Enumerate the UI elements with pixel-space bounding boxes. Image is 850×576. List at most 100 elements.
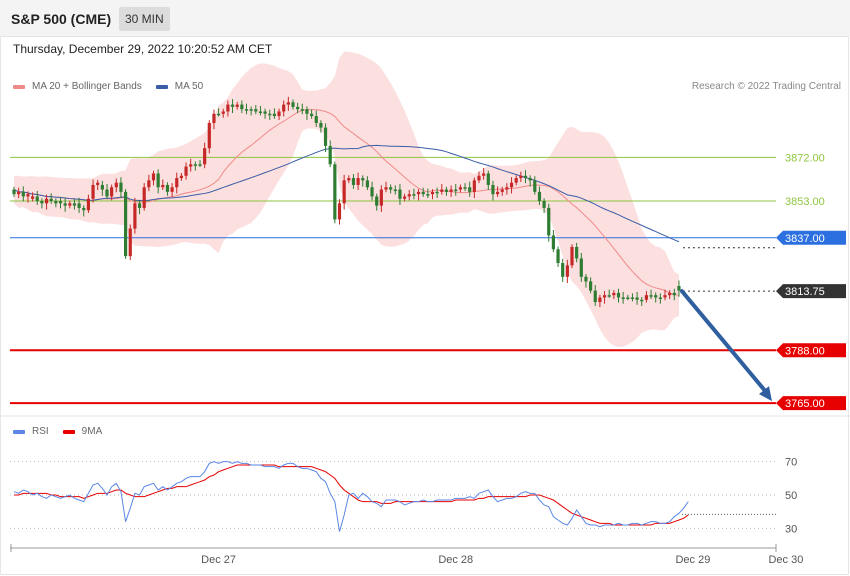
candle-body <box>426 194 430 196</box>
instrument-title: S&P 500 (CME) <box>11 11 112 27</box>
candle-body <box>463 187 467 189</box>
rsi-legend: RSI 9MA <box>13 426 116 437</box>
candle-body <box>21 191 25 197</box>
level-label-current: 3813.75 <box>785 286 825 298</box>
candle-body <box>356 178 360 185</box>
candle-body <box>654 295 658 298</box>
candle-body <box>193 164 197 166</box>
candle-body <box>68 203 72 206</box>
credit-text: Research © 2022 Trading Central <box>691 81 841 92</box>
candle-body <box>114 182 118 188</box>
x-axis: Dec 27 Dec 28 Dec 29 Dec 30 <box>10 544 803 566</box>
candle-body <box>668 292 672 296</box>
candle-body <box>468 187 472 192</box>
candle-body <box>319 122 323 128</box>
candle-body <box>72 203 77 206</box>
candle-body <box>528 178 532 181</box>
arrow-head <box>759 386 772 402</box>
candle-body <box>17 191 21 195</box>
candle-body <box>54 201 58 204</box>
level-label-pivot: 3853.00 <box>785 196 825 208</box>
legend-item-ma20: MA 20 + Bollinger Bands <box>13 81 142 92</box>
candle-body <box>147 180 151 188</box>
candle-body <box>337 203 342 220</box>
legend-swatch-ma50 <box>155 84 168 89</box>
candle-body <box>551 235 555 250</box>
candle-body <box>584 276 588 282</box>
candle-body <box>472 180 476 192</box>
candle-body <box>570 246 574 266</box>
candle-body <box>644 295 648 300</box>
level-tag-resistance <box>776 230 846 245</box>
candle-body <box>523 175 528 179</box>
candle-body <box>403 196 407 199</box>
candle-body <box>365 180 369 188</box>
candle-body <box>421 191 425 195</box>
candle-body <box>342 180 346 204</box>
candle-body <box>100 184 104 190</box>
candle-body <box>612 292 616 296</box>
candle-body <box>500 189 504 192</box>
candle-body <box>49 198 53 202</box>
header-bar: S&P 500 (CME) 30 MIN <box>0 0 850 36</box>
candle-body <box>26 194 30 197</box>
candle-body <box>630 297 635 299</box>
candle-body <box>407 194 411 197</box>
candle-body <box>44 198 49 204</box>
candle-body <box>561 263 565 277</box>
arrow-shaft <box>679 289 769 396</box>
candle-body <box>184 166 188 176</box>
candle-body <box>449 189 453 192</box>
candle-body <box>375 196 379 206</box>
level-tag-current <box>776 284 846 299</box>
level-label-pivot: 3872.00 <box>785 152 825 164</box>
candle-body <box>35 196 39 202</box>
candle-body <box>658 297 662 299</box>
candle-body <box>361 178 365 181</box>
candle-body <box>444 189 449 192</box>
candle-body <box>258 111 263 113</box>
candle-body <box>156 173 160 188</box>
candle-body <box>602 295 607 298</box>
candle-body <box>440 189 444 192</box>
rsi-line <box>13 461 689 532</box>
candle-body <box>212 113 216 123</box>
candle-body <box>519 175 523 179</box>
candle-body <box>291 102 295 107</box>
legend-item-ma50: MA 50 <box>155 81 203 92</box>
level-labels: 3872.00 3853.00 3837.00 3813.75 3788.00 3765.… <box>776 152 846 411</box>
candle-body <box>635 297 639 300</box>
chart-frame <box>0 36 849 575</box>
timestamp: Thursday, December 29, 2022 10:20:52 AM … <box>13 42 273 56</box>
legend-label-9ma: 9MA <box>81 426 103 437</box>
candle-body <box>589 281 593 291</box>
legend-label-rsi: RSI <box>32 426 49 437</box>
candle-body <box>254 109 258 112</box>
candle-body <box>137 203 142 208</box>
candle-body <box>598 297 602 303</box>
candle-body <box>198 164 202 166</box>
legend-label-ma20: MA 20 + Bollinger Bands <box>32 81 142 92</box>
candle-body <box>77 203 81 208</box>
candle-body <box>575 246 579 259</box>
candle-body <box>389 187 393 190</box>
legend-swatch-rsi <box>13 429 25 434</box>
candle-body <box>672 292 676 296</box>
candle-body <box>189 164 193 167</box>
candle-body <box>328 145 332 165</box>
candle-body <box>31 196 35 199</box>
candle-body <box>509 182 514 188</box>
x-tick-label: Dec 30 <box>768 554 803 566</box>
candle-body <box>384 187 388 190</box>
legend-swatch-9ma <box>62 429 75 434</box>
candle-body <box>454 189 458 192</box>
candle-body <box>142 187 146 208</box>
candle-body <box>393 189 397 192</box>
candle-body <box>323 127 328 146</box>
candle-body <box>240 104 244 110</box>
interval-button[interactable]: 30 MIN <box>119 7 170 31</box>
candle-body <box>305 109 309 114</box>
candle-body <box>282 104 286 112</box>
candle-body <box>547 207 551 236</box>
